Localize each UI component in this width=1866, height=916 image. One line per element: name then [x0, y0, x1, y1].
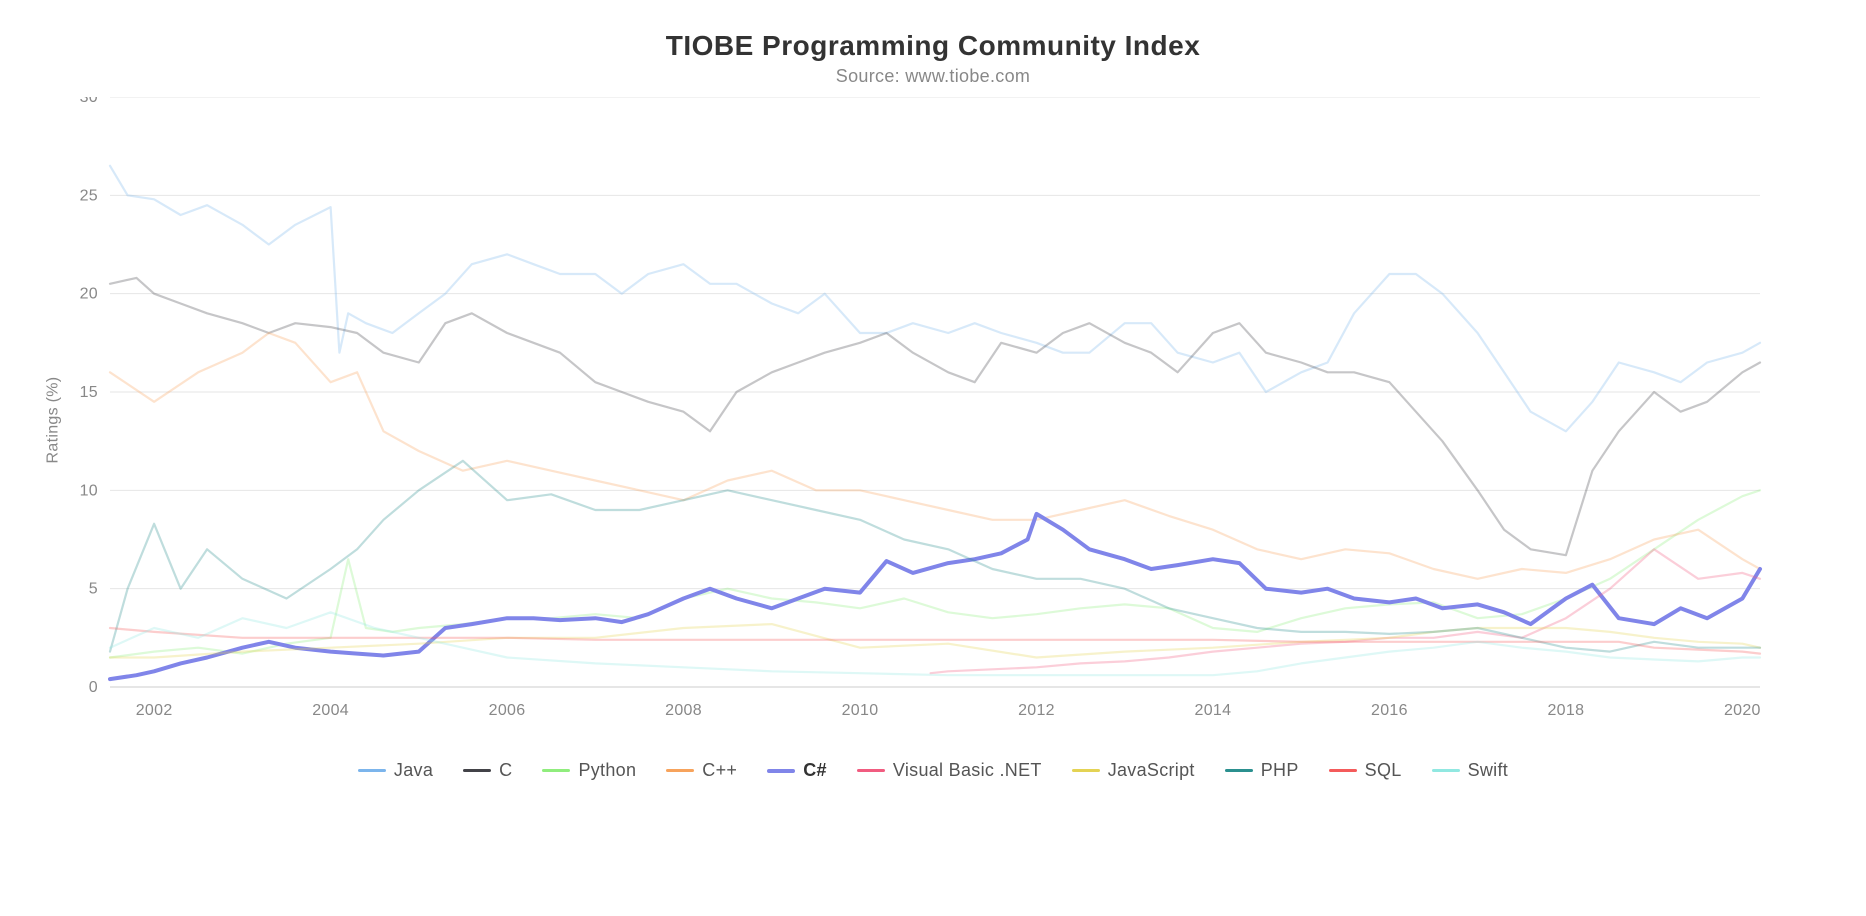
svg-text:2002: 2002 — [136, 702, 173, 719]
legend-swatch — [542, 769, 570, 772]
legend-label: Java — [394, 760, 433, 781]
series-line — [110, 333, 1760, 579]
svg-text:5: 5 — [89, 581, 98, 598]
legend-label: Python — [578, 760, 636, 781]
svg-text:2016: 2016 — [1371, 702, 1408, 719]
legend: Java C Python C++ C# Visual Basic .NET JavaScr… — [40, 760, 1826, 781]
legend-item[interactable]: SQL — [1329, 760, 1402, 781]
svg-text:30: 30 — [80, 97, 98, 106]
legend-label: SQL — [1365, 760, 1402, 781]
legend-item[interactable]: C — [463, 760, 512, 781]
legend-item[interactable]: PHP — [1225, 760, 1299, 781]
svg-text:2018: 2018 — [1547, 702, 1584, 719]
svg-text:25: 25 — [80, 187, 98, 204]
legend-swatch — [1072, 769, 1100, 772]
chart-title: TIOBE Programming Community Index — [40, 30, 1826, 62]
legend-swatch — [463, 769, 491, 772]
legend-swatch — [666, 769, 694, 772]
chart-svg: 0 5 10 15 20 25 30 2002 2004 2006 2008 2010 2012 2014… — [40, 97, 1780, 737]
legend-swatch — [1225, 769, 1253, 772]
legend-swatch — [857, 769, 885, 772]
legend-label: C++ — [702, 760, 737, 781]
legend-swatch — [358, 769, 386, 772]
chart-container: TIOBE Programming Community Index Source… — [0, 0, 1866, 916]
legend-label: C — [499, 760, 512, 781]
legend-item[interactable]: C++ — [666, 760, 737, 781]
svg-text:2008: 2008 — [665, 702, 702, 719]
legend-label: C# — [803, 760, 827, 781]
legend-label: Visual Basic .NET — [893, 760, 1042, 781]
svg-text:20: 20 — [80, 286, 98, 303]
svg-text:2020: 2020 — [1724, 702, 1761, 719]
legend-label: Swift — [1468, 760, 1509, 781]
legend-item[interactable]: Java — [358, 760, 433, 781]
legend-item[interactable]: C# — [767, 760, 827, 781]
legend-label: PHP — [1261, 760, 1299, 781]
svg-text:2012: 2012 — [1018, 702, 1055, 719]
series-line — [110, 490, 1760, 657]
legend-swatch — [1432, 769, 1460, 772]
svg-text:2014: 2014 — [1195, 702, 1232, 719]
svg-text:0: 0 — [89, 679, 98, 696]
chart-subtitle: Source: www.tiobe.com — [40, 66, 1826, 87]
series-line — [110, 166, 1760, 432]
legend-swatch — [1329, 769, 1357, 772]
legend-label: JavaScript — [1108, 760, 1195, 781]
svg-text:2004: 2004 — [312, 702, 349, 719]
legend-item[interactable]: Python — [542, 760, 636, 781]
plot-area: Ratings (%) 0 5 10 15 20 25 30 2002 2004 2006 2008… — [40, 97, 1826, 742]
svg-text:10: 10 — [80, 482, 98, 499]
y-axis-label: Ratings (%) — [44, 376, 62, 463]
series-line — [110, 628, 1760, 654]
svg-text:2010: 2010 — [842, 702, 879, 719]
legend-swatch — [767, 769, 795, 773]
legend-item[interactable]: Swift — [1432, 760, 1509, 781]
legend-item[interactable]: JavaScript — [1072, 760, 1195, 781]
svg-text:2006: 2006 — [489, 702, 526, 719]
svg-text:15: 15 — [80, 384, 98, 401]
legend-item[interactable]: Visual Basic .NET — [857, 760, 1042, 781]
